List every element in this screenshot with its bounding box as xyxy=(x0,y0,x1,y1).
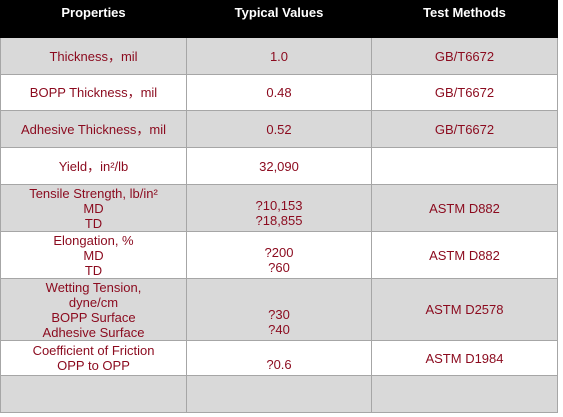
table-row: BOPP Thickness，mil 0.48 GB/T6672 xyxy=(0,74,558,111)
table-cell: Coefficient of Friction OPP to OPP xyxy=(0,340,187,376)
table-cell: ASTM D882 xyxy=(371,184,558,232)
table-row: Adhesive Thickness，mil 0.52 GB/T6672 xyxy=(0,110,558,148)
cell-text: ASTM D2578 xyxy=(425,302,504,317)
cell-text: BOPP Surface xyxy=(51,309,136,325)
table-cell xyxy=(186,375,372,413)
table-row: Tensile Strength, lb/in² MD TD ?10,153 ?18,8… xyxy=(0,184,558,232)
table-row xyxy=(0,375,558,413)
table-cell xyxy=(371,375,558,413)
table-cell: ?0.6 xyxy=(186,340,372,376)
table-row: Thickness，mil 1.0 GB/T6672 xyxy=(0,37,558,75)
cell-text: Elongation, % xyxy=(53,232,134,248)
table-cell: Thickness，mil xyxy=(0,37,187,75)
header-row: Properties Typical Values Test Methods xyxy=(0,0,558,38)
table-cell: Wetting Tension, dyne/cm BOPP Surface Adhes… xyxy=(0,278,187,341)
cell-text: Wetting Tension, xyxy=(45,279,142,295)
cell-text: 32,090 xyxy=(259,158,299,174)
cell-text: 0.52 xyxy=(266,121,292,137)
cell-text: dyne/cm xyxy=(68,294,119,310)
cell-text: 1.0 xyxy=(269,48,289,64)
cell-text: GB/T6672 xyxy=(434,121,495,137)
cell-text: MD xyxy=(83,247,104,263)
cell-text: ?40 xyxy=(268,322,290,337)
table-cell: Yield，in²/lb xyxy=(0,147,187,185)
cell-text: ?30 xyxy=(268,307,290,322)
cell-text: Coefficient of Friction xyxy=(32,343,155,358)
table-cell: Tensile Strength, lb/in² MD TD xyxy=(0,184,187,232)
table-cell: 0.48 xyxy=(186,74,372,111)
cell-text: Adhesive Thickness，mil xyxy=(21,121,166,137)
table-cell: ?200 ?60 xyxy=(186,231,372,279)
cell-text: ?18,855 xyxy=(255,213,303,228)
header-cell: Test Methods xyxy=(371,0,558,38)
cell-text: Thickness，mil xyxy=(49,48,138,64)
cell-text: ?60 xyxy=(268,260,290,275)
cell-text: ?0.6 xyxy=(266,357,292,372)
header-cell: Typical Values xyxy=(186,0,372,38)
table-body: Thickness，mil 1.0 GB/T6672 BOPP Thickness，m… xyxy=(0,37,558,413)
table-cell: Elongation, % MD TD xyxy=(0,231,187,279)
table-cell: GB/T6672 xyxy=(371,110,558,148)
table-cell: 0.52 xyxy=(186,110,372,148)
table-cell: 1.0 xyxy=(186,37,372,75)
cell-text: ?10,153 xyxy=(255,198,303,213)
cell-text: OPP to OPP xyxy=(57,358,130,373)
cell-text: TD xyxy=(84,215,103,231)
table-cell: 32,090 xyxy=(186,147,372,185)
cell-text: ?200 xyxy=(264,245,294,260)
table-row: Coefficient of Friction OPP to OPP ?0.6 AST… xyxy=(0,340,558,376)
table-cell: Adhesive Thickness，mil xyxy=(0,110,187,148)
table-row: Elongation, % MD TD ?200 ?60 ASTM D882 xyxy=(0,231,558,279)
table-cell: ASTM D882 xyxy=(371,231,558,279)
cell-text: ASTM D882 xyxy=(429,200,500,216)
cell-text: ASTM D882 xyxy=(429,247,500,263)
cell-text: TD xyxy=(84,262,103,278)
cell-text: GB/T6672 xyxy=(434,48,495,64)
cell-text: GB/T6672 xyxy=(434,85,495,100)
header-cell: Properties xyxy=(0,0,187,38)
table-cell xyxy=(371,147,558,185)
cell-text: Yield，in²/lb xyxy=(58,158,129,174)
table-cell: ?10,153 ?18,855 xyxy=(186,184,372,232)
cell-text: 0.48 xyxy=(266,85,292,100)
cell-text: ASTM D1984 xyxy=(425,350,504,366)
table-cell xyxy=(0,375,187,413)
table-cell: BOPP Thickness，mil xyxy=(0,74,187,111)
table-cell: ASTM D2578 xyxy=(371,278,558,341)
table-row: Wetting Tension, dyne/cm BOPP Surface Adhes… xyxy=(0,278,558,341)
cell-text: Tensile Strength, lb/in² xyxy=(29,185,158,201)
cell-text: Adhesive Surface xyxy=(42,324,145,340)
table-cell: ?30 ?40 xyxy=(186,278,372,341)
cell-text: BOPP Thickness，mil xyxy=(29,85,158,100)
table-row: Yield，in²/lb 32,090 xyxy=(0,147,558,185)
table-cell: GB/T6672 xyxy=(371,74,558,111)
table-cell: GB/T6672 xyxy=(371,37,558,75)
table-cell: ASTM D1984 xyxy=(371,340,558,376)
cell-text: MD xyxy=(83,200,104,216)
